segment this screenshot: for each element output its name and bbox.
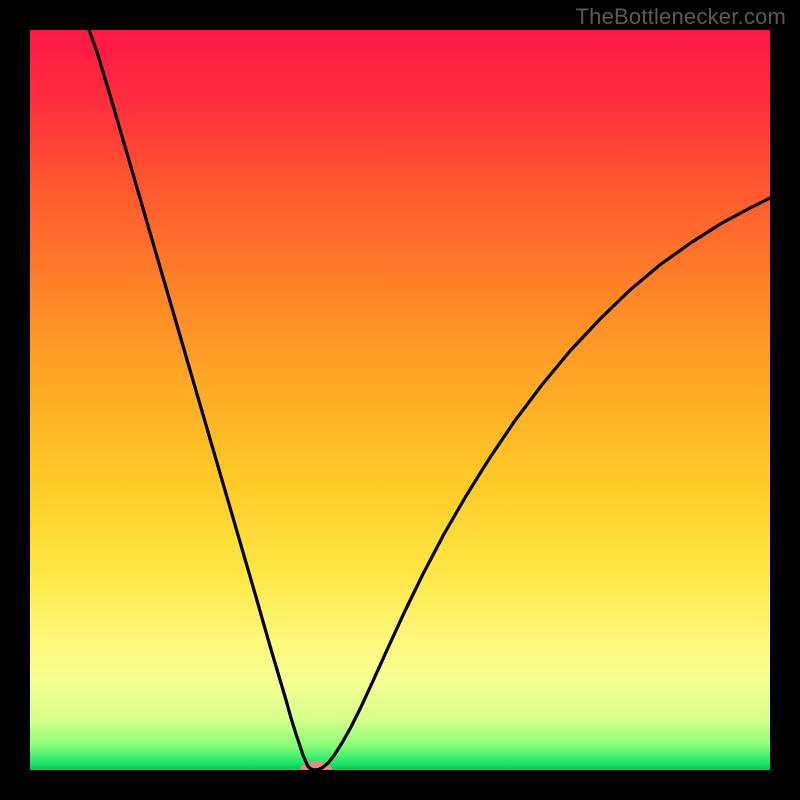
plot-area (30, 30, 770, 770)
plot-svg (30, 30, 770, 770)
chart-container: TheBottlenecker.com (0, 0, 800, 800)
watermark-text: TheBottlenecker.com (576, 4, 786, 30)
gradient-background (30, 30, 770, 770)
